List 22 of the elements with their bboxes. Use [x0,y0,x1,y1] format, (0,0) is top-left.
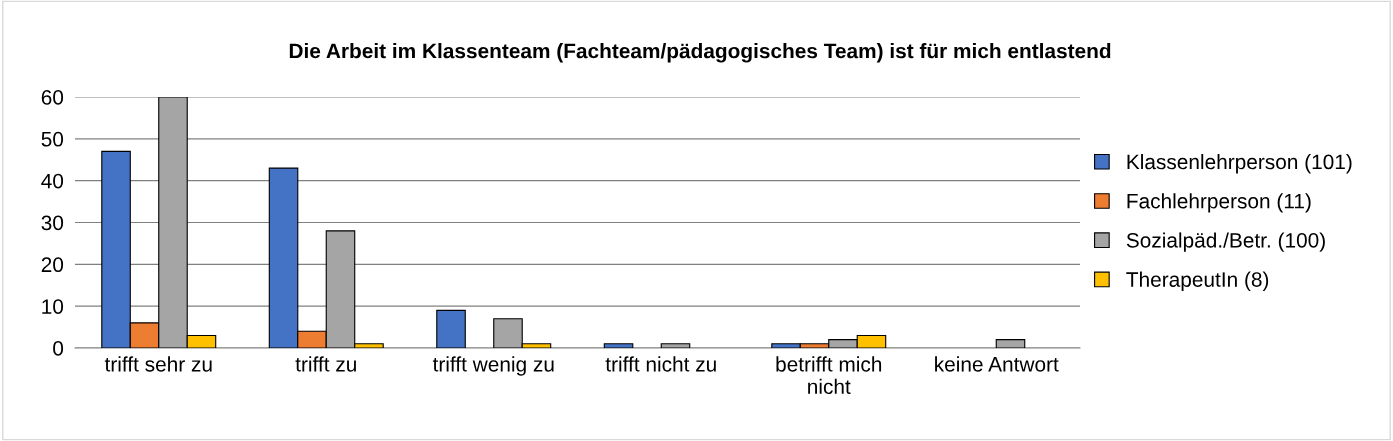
bar [603,343,634,348]
y-tick-label: 60 [41,90,64,105]
bar [436,309,466,348]
bar [995,339,1026,348]
x-tick-label: trifft nicht zu [605,356,716,372]
y-tick-label: 40 [41,173,64,189]
legend-label: Sozialpäd./Betr. (100) [1126,232,1325,252]
x-tick-label: trifft sehr zu [104,356,212,372]
y-tick-label: 0 [53,341,64,356]
y-tick-label: 10 [42,299,64,314]
x-tick-label: trifft zu [295,356,356,372]
legend-label: Klassenlehrperson (101) [1127,153,1352,174]
x-tick-label: trifft wenig zu [432,356,554,376]
x-tick-label: betrifft mich nicht [776,356,882,395]
legend-label: TherapeutIn (8) [1126,271,1269,292]
y-tick-label: 30 [41,215,64,231]
chart-title: Die Arbeit im Klassenteam (Fachteam/pädagogisches Team) ist für mich entlastend [289,43,1111,63]
x-tick-label: keine Antwort [935,356,1059,372]
y-tick-label: 50 [41,131,64,147]
legend-label: Fachlehrperson (11) [1127,193,1311,213]
y-tick-label: 20 [41,257,64,273]
bar [660,343,691,348]
